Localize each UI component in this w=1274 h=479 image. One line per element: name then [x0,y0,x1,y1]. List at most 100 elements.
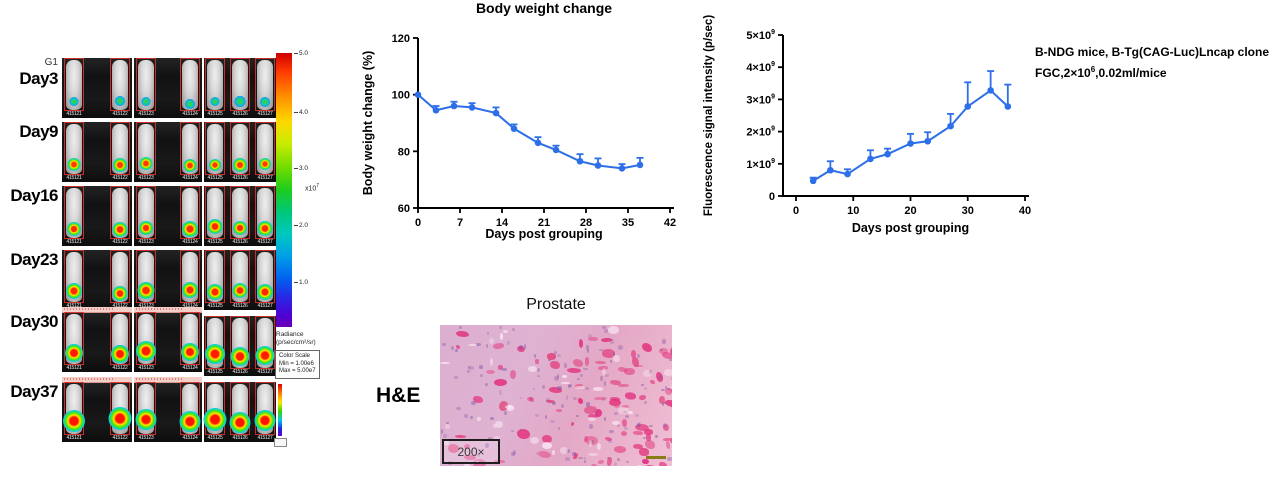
tissue-texture-blob [545,397,551,403]
tissue-texture-blob [609,430,615,433]
imaging-row-day3: G1 Day3 415121 415122 415123 415124 415125 4151… [10,58,278,120]
roi-frame [205,122,225,175]
x-tick-label: 42 [664,217,676,229]
mouse-id: 415124 [182,111,198,117]
day-label: Day37 [10,382,58,401]
x-axis-label: Days post grouping [485,227,602,241]
bioluminescence-signal [113,158,127,172]
colorbar-multiplier-exp: 7 [316,183,320,189]
mouse-image: 415123 [136,186,156,246]
tissue-texture-blob [456,331,469,338]
data-point [432,106,440,114]
tissue-texture-blob [466,370,471,373]
tissue-texture-blob [542,434,553,444]
tissue-texture-blob [444,423,451,430]
data-point [867,155,874,163]
roi-frame [255,382,275,435]
bioluminescence-signal [69,97,79,106]
tissue-texture-blob [470,415,474,419]
tissue-texture-blob [608,326,619,334]
tissue-texture-blob [622,418,628,428]
tissue-texture-blob [617,458,620,461]
tissue-texture-blob [628,410,633,415]
tissue-texture-blob [550,360,560,369]
data-point [414,91,422,98]
tissue-texture-blob [529,436,539,444]
tissue-texture-blob [613,411,619,416]
mouse-image-tile: 415125 415126 415127 [204,316,276,376]
tissue-texture-blob [444,438,449,445]
day-label: Day9 [19,122,58,141]
tissue-texture-blob [639,447,650,456]
tissue-texture-blob [586,349,590,353]
roi-frame [136,58,156,111]
data-point [884,150,891,158]
tissue-texture-blob [538,450,552,458]
bioluminescence-signal [67,222,81,236]
mouse-image-tile: 415125 415126 415127 [204,122,276,182]
tissue-texture-blob [551,450,556,456]
tissue-texture-blob [597,442,602,450]
tissue-texture-blob [659,396,666,404]
tissue-texture-blob [662,339,666,344]
y-tick-label: 2×109 [746,126,775,139]
y-tick-label: 80 [398,146,410,158]
y-axis-label: Body weight change (%) [361,51,375,195]
tissue-texture-blob [648,369,653,375]
mouse-image-tile: 415123 415124 [134,58,202,118]
tissue-texture-blob [556,385,562,391]
tissue-texture-blob [642,436,646,440]
mouse-id: 415123 [138,175,154,181]
roi-frame [64,312,84,365]
x-tick-label: 0 [793,205,799,217]
data-point [964,103,972,110]
mouse-image-strip: 415121 415122 415123 415124 415125 415126 4151… [62,250,278,312]
day-label-cell: Day37 [10,382,62,401]
imaging-row-day16: Day16 415121 415122 415123 415124 415125 41512… [10,186,278,248]
mouse-id: 415126 [232,111,248,117]
tissue-texture-blob [517,345,526,353]
tissue-texture-blob [537,368,541,372]
tissue-texture-blob [600,337,612,343]
tissue-texture-blob [667,387,670,391]
tissue-texture-blob [560,404,565,409]
mouse-image-tile: 415125 415126 415127 [204,58,276,118]
y-tick-label: 120 [392,33,410,45]
roi-frame [136,250,156,303]
tissue-texture-blob [609,397,621,402]
mouse-id: 415121 [66,303,82,309]
mouse-id: 415127 [257,369,273,375]
roi-frame [255,186,275,239]
tissue-texture-blob [554,351,558,354]
color-scale-box: Color Scale Min = 1.00e6 Max = 5.00e7 [275,350,320,379]
bioluminescence-signal [254,410,276,431]
roi-banner [134,377,202,383]
imaging-row-day37: Day37 415121 415122 415123 415124 415125 41512… [10,377,287,447]
mouse-image: 415122 [108,382,132,442]
y-tick-label: 0 [769,191,775,203]
bioluminescence-signal [65,344,83,362]
tissue-texture-blob [612,352,615,357]
tissue-texture-blob [659,348,664,352]
bioluminescence-signal [230,347,250,366]
tissue-texture-blob [665,388,672,395]
mouse-id: 415121 [66,239,82,245]
bioluminescence-signal [255,346,275,365]
roi-frame [205,186,225,239]
tissue-texture-blob [463,454,476,461]
tissue-texture-blob [643,400,648,405]
tissue-texture-blob [620,430,628,437]
mouse-image-strip: 415121 415122 415123 415124 415125 415126 4151… [62,122,278,184]
tissue-texture-blob [625,414,629,418]
tissue-texture-blob [507,341,511,346]
roi-frame [64,122,84,175]
tissue-texture-blob [663,401,666,405]
data-point [468,104,476,111]
tissue-texture-blob [664,368,672,377]
data-point [809,177,817,185]
roi-frame [110,382,130,435]
roi-frame [110,312,130,365]
tissue-texture-blob [573,452,579,457]
color-scale-max: Max = 5.00e7 [279,368,316,374]
data-point [594,162,602,169]
